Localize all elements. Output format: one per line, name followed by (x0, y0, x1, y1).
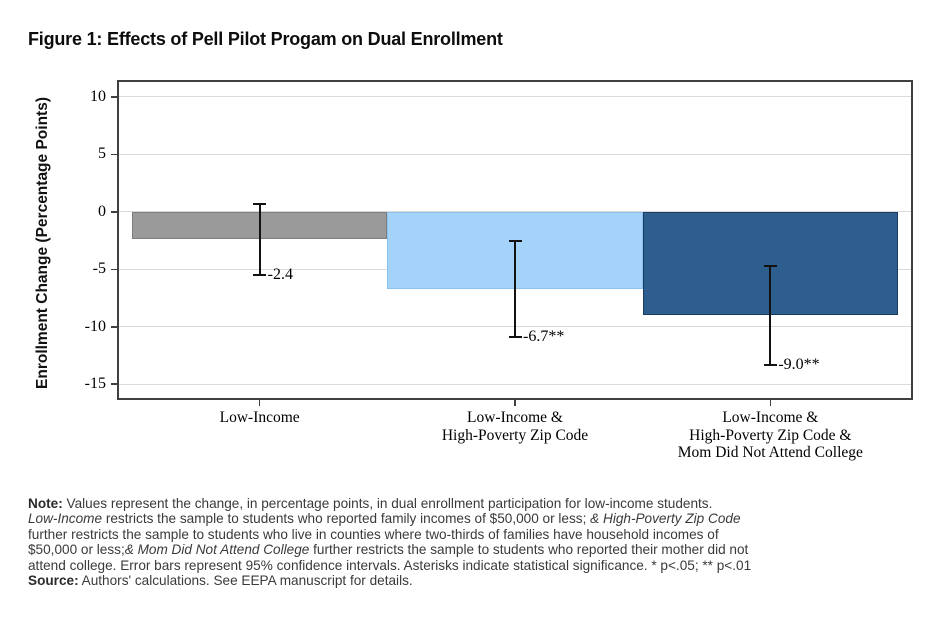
y-axis-tick (111, 153, 118, 156)
note-text: attend college. Error bars represent 95%… (28, 557, 752, 573)
error-bar (769, 265, 772, 365)
y-gridline (119, 383, 911, 385)
note-text: further restricts the sample to students… (28, 526, 719, 542)
y-axis-tick (111, 211, 118, 213)
note-text: $50,000 or less; (28, 542, 125, 558)
error-bar-cap (508, 336, 522, 339)
note-italic-text: & Mom Did Not Attend College (124, 542, 310, 558)
y-tick-label: 5 (98, 145, 106, 163)
x-axis-tick (769, 399, 772, 406)
x-axis-tick (514, 399, 516, 406)
bar-value-label: -6.7** (523, 328, 565, 346)
y-tick-label: 10 (90, 87, 106, 105)
x-category-label: Low-Income & High-Poverty Zip Code (365, 409, 665, 444)
note-line: $50,000 or less;& Mom Did Not Attend Col… (28, 542, 918, 557)
note-text: Values represent the change, in percenta… (62, 496, 713, 511)
y-axis-tick (111, 268, 118, 271)
y-axis-tick (111, 96, 118, 98)
y-tick-label: -5 (92, 260, 106, 278)
y-tick-label: 0 (98, 202, 106, 220)
figure-title: Figure 1: Effects of Pell Pilot Progam o… (28, 29, 503, 49)
note-block: Note: Values represent the change, in pe… (28, 496, 918, 588)
x-category-label: Low-Income (110, 409, 410, 427)
note-line: Note: Values represent the change, in pe… (28, 496, 918, 511)
x-category-label-line: High-Poverty Zip Code & (689, 426, 852, 444)
y-tick-label: -10 (84, 317, 106, 335)
note-bold-text: Note: (28, 496, 63, 511)
note-line: further restricts the sample to students… (28, 527, 918, 542)
y-gridline (119, 96, 911, 98)
y-gridline (119, 153, 911, 155)
y-tick-label: -15 (84, 375, 106, 393)
note-italic-text: & High-Poverty Zip Code (590, 511, 741, 527)
error-bar-cap (508, 239, 522, 242)
note-line: attend college. Error bars represent 95%… (28, 558, 918, 573)
note-line: Low-Income restricts the sample to stude… (28, 511, 918, 526)
y-axis-label: Enrollment Change (Percentage Points) (34, 97, 51, 389)
error-bar (514, 240, 516, 338)
note-bold-text: Source: (28, 573, 79, 589)
plot-area: 10 5 0 -5 -10 -15 -2.4 Low-Income -6.7** Low-Inco… (85, 80, 913, 461)
x-category-label-line: High-Poverty Zip Code (441, 426, 589, 444)
error-bar-cap (763, 363, 777, 366)
error-bar (258, 203, 261, 276)
bar-value-label: -9.0** (778, 355, 820, 373)
note-text: further restricts the sample to students… (309, 542, 749, 558)
error-bar-cap (253, 274, 267, 277)
x-category-label: Low-Income & High-Poverty Zip Code & Mom D… (620, 409, 920, 462)
note-text: Authors' calculations. See EEPA manuscri… (78, 573, 413, 589)
note-line: Source: Authors' calculations. See EEPA … (28, 573, 918, 588)
x-axis-tick (258, 399, 261, 406)
error-bar-cap (763, 264, 777, 267)
y-axis-tick (111, 326, 118, 328)
x-category-label-line: Low-Income & (467, 409, 563, 426)
note-italic-text: Low-Income (28, 511, 103, 527)
note-text: restricts the sample to students who rep… (102, 511, 591, 527)
bar-value-label: -2.4 (267, 266, 293, 284)
error-bar-cap (253, 202, 267, 205)
y-axis-tick (111, 383, 118, 385)
x-category-label-line: Low-Income (219, 409, 300, 426)
x-category-label-line: Low-Income & (722, 409, 819, 426)
x-category-label-line: Mom Did Not Attend College (677, 444, 863, 461)
